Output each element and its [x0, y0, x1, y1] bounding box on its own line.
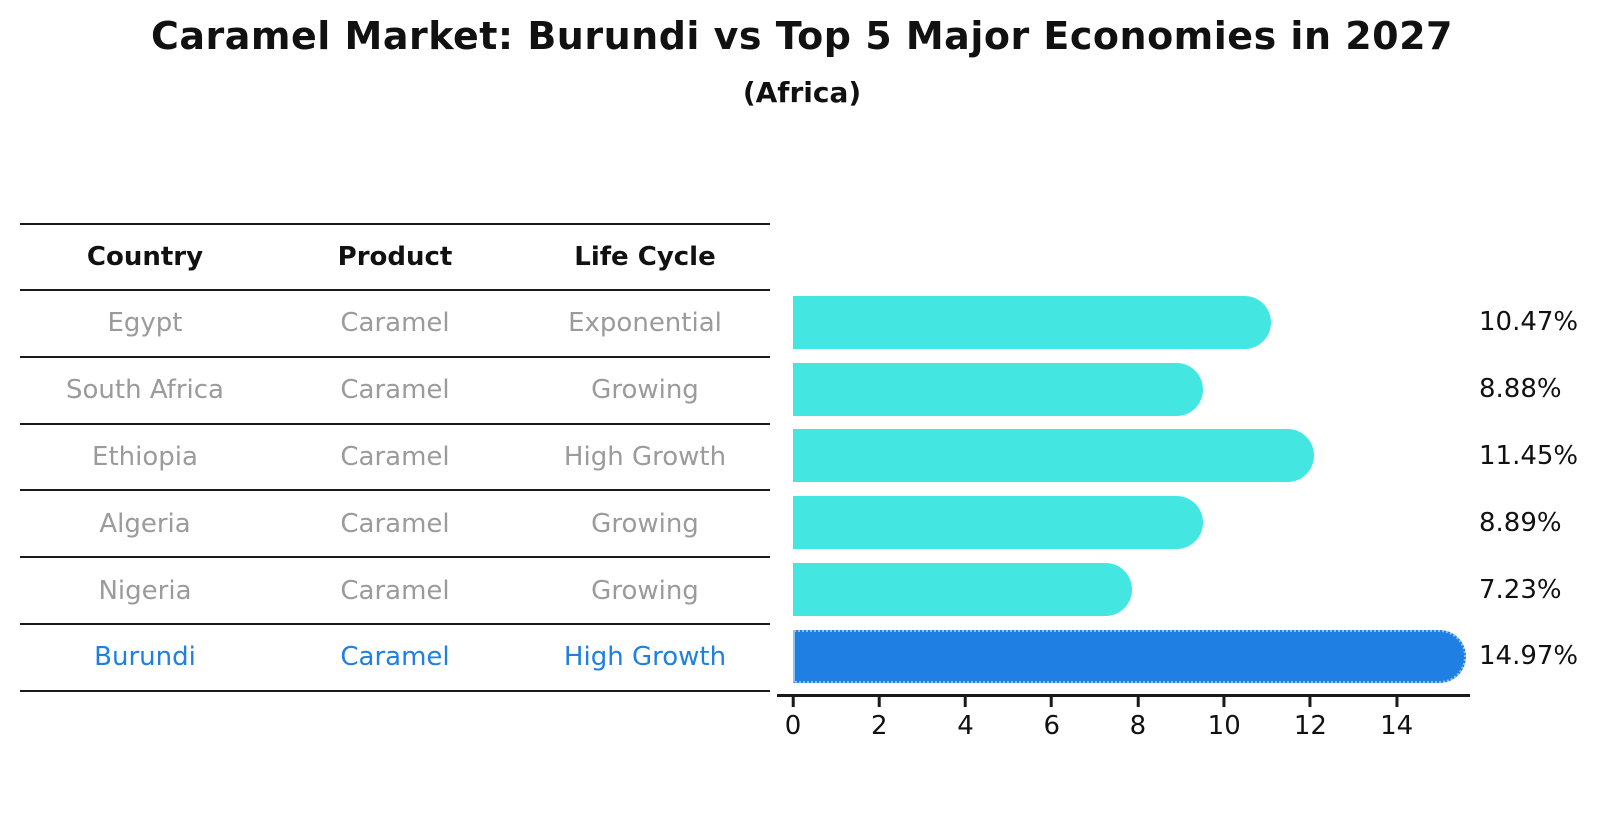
bar-value-label: 14.97%	[1479, 641, 1579, 672]
page-subtitle: (Africa)	[742, 76, 862, 109]
table-row: South Africa Caramel Growing	[20, 358, 770, 425]
bar-row	[793, 423, 1470, 490]
table-cell-life-cycle: Growing	[591, 508, 699, 539]
x-axis-ticks: 0 2 4 6 8 10 12 14	[785, 697, 1470, 743]
x-tick-mark	[791, 697, 795, 707]
x-tick: 2	[871, 697, 888, 741]
table-cell-country: Ethiopia	[92, 441, 198, 472]
table-cell-life-cycle: High Growth	[563, 642, 727, 673]
x-tick-label: 14	[1380, 711, 1414, 741]
x-tick-label: 6	[1043, 711, 1060, 741]
column-header-product: Product	[337, 242, 453, 272]
table-cell-country: Burundi	[94, 642, 196, 673]
x-tick: 0	[784, 697, 802, 741]
table-cell-product: Caramel	[340, 508, 450, 539]
x-tick-label: 12	[1293, 711, 1327, 741]
bar-egypt	[793, 295, 1272, 349]
column-header-country: Country	[86, 242, 204, 272]
x-tick-mark	[1395, 697, 1399, 707]
column-header-life-cycle: Life Cycle	[574, 242, 716, 272]
table-cell-country: Egypt	[107, 308, 183, 339]
table-cell-product: Caramel	[340, 308, 450, 339]
x-tick: 12	[1294, 697, 1327, 741]
x-tick-mark	[1050, 697, 1054, 707]
x-tick-label: 0	[784, 711, 802, 741]
table-row: Ethiopia Caramel High Growth	[20, 425, 770, 492]
bar-algeria	[793, 496, 1204, 550]
x-tick: 8	[1129, 697, 1147, 741]
x-tick-label: 10	[1207, 711, 1241, 741]
table-cell-country: Nigeria	[98, 575, 192, 606]
table-header-row: Country Product Life Cycle	[20, 225, 770, 291]
x-tick: 14	[1380, 697, 1413, 741]
bar-row	[793, 356, 1470, 423]
x-tick: 10	[1208, 697, 1241, 741]
bar-row	[793, 489, 1470, 556]
table-cell-life-cycle: Growing	[591, 375, 699, 406]
bar-south-africa	[793, 362, 1203, 416]
bar-chart-plot-area	[793, 289, 1470, 690]
table-row: Nigeria Caramel Growing	[20, 558, 770, 625]
x-tick-label: 8	[1129, 711, 1147, 741]
table-cell-country: Algeria	[99, 508, 191, 539]
x-tick-mark	[1308, 697, 1312, 707]
table-cell-country: South Africa	[66, 375, 224, 406]
bar-value-label: 11.45%	[1479, 440, 1579, 471]
bar-row	[793, 289, 1470, 356]
bar-value-label: 7.23%	[1479, 574, 1562, 605]
x-tick: 6	[1043, 697, 1060, 741]
table-cell-life-cycle: High Growth	[563, 441, 727, 472]
table-cell-life-cycle: Exponential	[568, 308, 722, 339]
x-tick-label: 4	[957, 711, 974, 741]
table-row-highlight-burundi: Burundi Caramel High Growth	[20, 625, 770, 692]
x-tick-mark	[963, 697, 967, 707]
bar-value-label: 10.47%	[1479, 307, 1579, 338]
x-axis-line	[777, 694, 1470, 697]
table-cell-product: Caramel	[340, 575, 450, 606]
x-tick-mark	[1222, 697, 1226, 707]
bar-value-label: 8.89%	[1479, 507, 1562, 538]
bar-value-label: 8.88%	[1479, 374, 1562, 405]
table-cell-product: Caramel	[340, 375, 450, 406]
bar-row	[793, 623, 1470, 690]
bar-ethiopia	[793, 429, 1314, 483]
table-cell-product: Caramel	[340, 441, 450, 472]
x-tick-mark	[1136, 697, 1140, 707]
table-row: Egypt Caramel Exponential	[20, 291, 770, 358]
table-cell-product: Caramel	[340, 642, 450, 673]
table-row: Algeria Caramel Growing	[20, 491, 770, 559]
x-tick: 4	[957, 697, 974, 741]
bar-burundi-highlight	[793, 629, 1466, 683]
bar-value-labels: 10.47% 8.88% 11.45% 8.89% 7.23% 14.97%	[1479, 289, 1599, 690]
bar-row	[793, 556, 1470, 623]
bar-nigeria	[793, 563, 1132, 617]
page-title: Caramel Market: Burundi vs Top 5 Major E…	[151, 14, 1453, 58]
x-tick-mark	[877, 697, 881, 707]
table-cell-life-cycle: Growing	[591, 575, 699, 606]
x-tick-label: 2	[870, 711, 888, 741]
country-table: Country Product Life Cycle Egypt Caramel…	[20, 223, 770, 692]
